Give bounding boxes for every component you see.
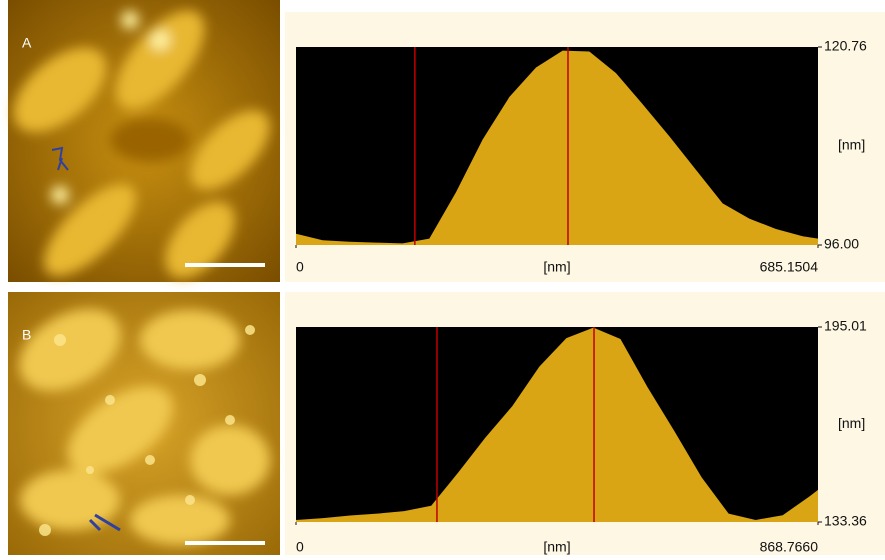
x-tick-label: 0 — [296, 539, 304, 555]
panel-label: B — [22, 327, 31, 343]
y-tick-label: 96.00 — [824, 236, 859, 252]
afm-image — [0, 0, 283, 291]
y-tick-label: 133.36 — [824, 513, 867, 529]
x-tick-label: 868.7660 — [760, 539, 819, 555]
x-axis-label: [nm] — [543, 539, 570, 555]
y-axis-label: [nm] — [838, 137, 865, 153]
figure: 96.00 120.76 0 685.1504 [nm] [nm] A 133.36 195.0… — [0, 0, 885, 555]
y-tick-label: 120.76 — [824, 38, 867, 54]
panel-label: A — [22, 35, 32, 51]
y-axis-label: [nm] — [838, 415, 865, 431]
x-tick-label: 685.1504 — [760, 259, 819, 275]
afm-image — [5, 292, 280, 555]
x-axis-label: [nm] — [543, 259, 570, 275]
y-tick-label: 195.01 — [824, 318, 867, 334]
x-tick-label: 0 — [296, 259, 304, 275]
